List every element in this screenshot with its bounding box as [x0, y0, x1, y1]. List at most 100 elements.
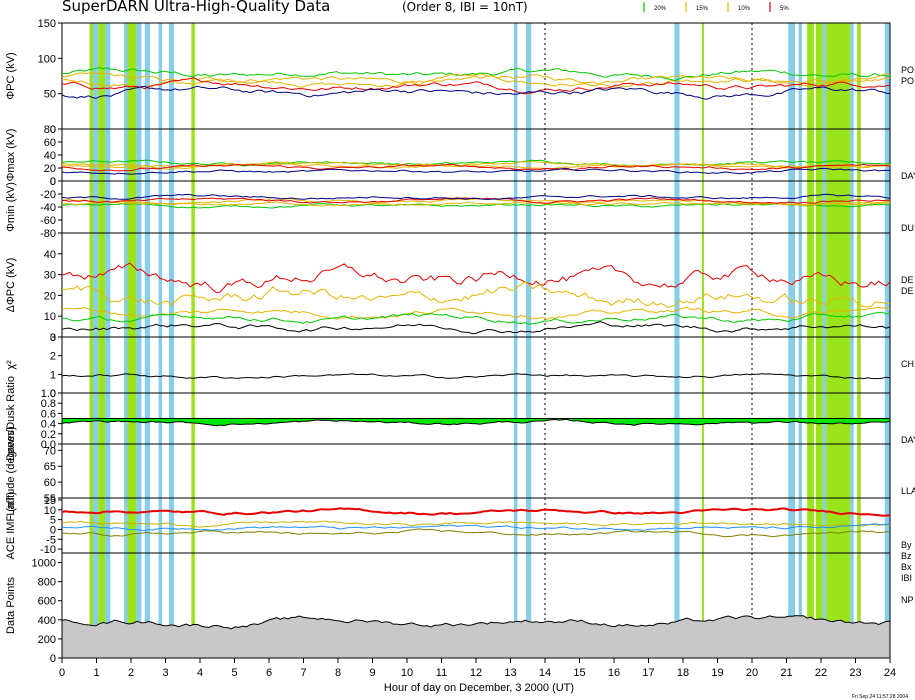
panel-2: 0-20-40-60-80 Φmin (kV) DU [5, 176, 914, 240]
ytick-label-6-3: 55 [44, 493, 56, 505]
threshold-legend: 20% 15% 10% 5% [643, 2, 789, 12]
xtick-label-2: 2 [128, 667, 134, 679]
figure-title: SuperDARN Ultra-High-Quality Data [62, 0, 330, 15]
series-0-0 [61, 67, 891, 82]
panel-frame-3 [61, 232, 891, 338]
ytick-label-5-5: 0.0 [41, 439, 56, 451]
green-band-4 [701, 23, 704, 658]
blue-band-9 [674, 23, 680, 658]
panel-frame-2 [61, 180, 891, 234]
blue-band-0 [93, 23, 99, 658]
xtick-label-13: 13 [504, 667, 516, 679]
xtick-label-5: 5 [231, 667, 237, 679]
ytick-label-1-0: 80 [44, 124, 56, 136]
xtick-label-17: 17 [642, 667, 654, 679]
ytick-label-7-1: 10 [44, 505, 56, 517]
blue-band-4 [144, 23, 150, 658]
series-8-0 [61, 615, 891, 659]
series-4-0 [61, 373, 891, 380]
side-label-6-0: LLA [901, 486, 915, 496]
ytick-label-5-3: 0.4 [41, 419, 56, 431]
interval-bands [89, 23, 890, 658]
ytick-label-1-4: 0 [50, 176, 56, 188]
ytick-label-8-1: 800 [38, 577, 56, 589]
xtick-label-24: 24 [884, 667, 896, 679]
xtick-label-3: 3 [162, 667, 168, 679]
side-label-7-2: Bx [901, 562, 912, 572]
series-3-4 [61, 321, 891, 335]
ylabel-4: χ² [5, 360, 17, 370]
timestamp: Fri Sep 24 11:57:28 2004 [852, 694, 908, 700]
panel-frame-4 [61, 336, 891, 394]
ytick-label-4-0: 3 [50, 332, 56, 344]
ytick-label-5-1: 0.8 [41, 398, 56, 410]
ytick-label-7-2: 5 [50, 515, 56, 527]
ytick-label-2-2: -40 [40, 202, 56, 214]
side-label-1-0: DAY [901, 171, 915, 181]
ylabel-1: Φmax (kV) [5, 129, 17, 182]
green-band-6 [815, 23, 823, 658]
ytick-label-0-2: 50 [44, 89, 56, 101]
ytick-label-4-3: 0 [50, 388, 56, 400]
ytick-label-6-0: 70 [44, 445, 56, 457]
side-label-7-0: By [901, 540, 912, 550]
figure-subtitle: (Order 8, IBI = 10nT) [402, 0, 528, 14]
xtick-label-7: 7 [300, 667, 306, 679]
blue-band-14 [884, 23, 890, 658]
xtick-label-14: 14 [539, 667, 551, 679]
ytick-label-8-3: 400 [38, 615, 56, 627]
blue-band-3 [136, 23, 142, 658]
ytick-label-3-0: 40 [44, 249, 56, 261]
series-0-4 [61, 85, 891, 100]
series-3-2 [61, 306, 891, 320]
side-label-3-0: DE [901, 275, 914, 285]
panel-8: 1000 800 600 400 200 0 Data Points NP [5, 552, 914, 665]
series-0-3 [61, 77, 891, 95]
side-label-0-1: PO [901, 76, 914, 86]
ytick-label-3-3: 10 [44, 311, 56, 323]
ytick-label-0-0: 150 [38, 18, 56, 30]
side-label-5-0: DAY [901, 435, 915, 445]
ylabel-2: Φmin (kV) [5, 182, 17, 232]
series-3-1 [61, 281, 891, 308]
ytick-label-3-2: 20 [44, 290, 56, 302]
series-1-0 [61, 159, 891, 168]
ytick-label-4-2: 1 [50, 369, 56, 381]
ytick-label-5-4: 0.2 [41, 429, 56, 441]
xtick-label-11: 11 [436, 667, 447, 679]
green-band-3 [191, 23, 195, 658]
blue-band-5 [158, 23, 163, 658]
blue-band-10 [788, 23, 796, 658]
ytick-label-7-0: 15 [44, 495, 56, 507]
side-label-0-0: PO [901, 65, 914, 75]
blue-band-7 [513, 23, 518, 658]
xtick-label-0: 0 [59, 667, 65, 679]
series-7-0 [61, 507, 891, 517]
xtick-label-16: 16 [608, 667, 620, 679]
legend-label-3: 5% [780, 6, 789, 12]
side-label-2-0: DU [901, 223, 914, 233]
ytick-label-2-4: -80 [40, 228, 56, 240]
ytick-label-1-1: 60 [44, 137, 56, 149]
xtick-label-20: 20 [746, 667, 758, 679]
legend-label-2: 10% [738, 6, 751, 12]
ytick-label-3-4: 0 [50, 332, 56, 344]
series-2-4 [61, 193, 891, 200]
ytick-label-8-0: 1000 [32, 558, 56, 570]
series-1-4 [61, 167, 891, 175]
blue-band-8 [526, 23, 532, 658]
ytick-label-2-3: -60 [40, 215, 56, 227]
xtick-label-9: 9 [369, 667, 375, 679]
ytick-label-0-1: 100 [38, 53, 56, 65]
series-0-2 [61, 75, 890, 88]
xtick-label-1: 1 [93, 667, 99, 679]
xtick-label-4: 4 [197, 667, 203, 679]
xtick-label-18: 18 [677, 667, 689, 679]
x-axis: 0 1 2 3 4 5 6 7 8 9 10 11 12 13 14 15 16 17 18 19 20 21 22 23 24 [59, 658, 896, 679]
ytick-label-0-3: 0 [50, 124, 56, 136]
